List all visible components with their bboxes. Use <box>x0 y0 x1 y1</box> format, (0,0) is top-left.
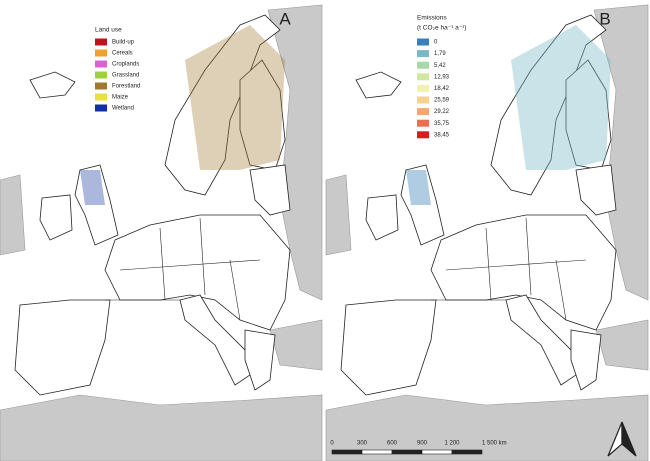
legend-label: 38,45 <box>434 132 450 138</box>
panel-a <box>0 0 323 461</box>
panel-b <box>325 0 649 461</box>
panel-label: A <box>279 9 291 28</box>
scale-segment <box>421 449 453 455</box>
legend-swatch <box>95 60 107 68</box>
legend-swatch <box>95 104 107 112</box>
legend-swatch <box>95 38 107 46</box>
legend-title: Land use <box>95 27 122 34</box>
scale-label: 900 <box>417 441 428 447</box>
legend-swatch <box>417 119 429 127</box>
legend-swatch <box>417 61 429 69</box>
legend-swatch <box>417 96 429 104</box>
legend-label: 29,22 <box>434 109 450 115</box>
legend-label: Cereals <box>112 51 133 57</box>
legend-label: Forestland <box>112 84 140 90</box>
legend-label: Grassland <box>112 73 139 79</box>
legend-swatch <box>95 49 107 57</box>
scale-label: 0 <box>330 441 334 447</box>
legend-swatch <box>417 38 429 46</box>
legend-label: Wetland <box>112 106 134 112</box>
legend-label: Maize <box>112 95 129 101</box>
legend-label: 35,75 <box>434 121 450 127</box>
scale-segment <box>331 449 363 455</box>
scale-label: 1 500 km <box>482 441 507 447</box>
legend-label: Build-up <box>112 40 135 46</box>
legend: Land use Build-up Cereals Croplands Grasslan… <box>95 27 140 112</box>
legend-swatch <box>417 131 429 139</box>
legend-swatch <box>95 71 107 79</box>
legend-label: 25,59 <box>434 98 450 104</box>
scale-segment <box>391 449 423 455</box>
scale-segment <box>451 449 483 455</box>
legend-swatch <box>417 73 429 81</box>
legend-label: 5,42 <box>434 63 446 69</box>
legend-label: Croplands <box>112 62 139 68</box>
legend-swatch <box>95 93 107 101</box>
scale-label: 1 200 <box>444 441 460 447</box>
legend-label: 1,79 <box>434 51 446 57</box>
legend-label: 0 <box>434 40 438 46</box>
scale-label: 300 <box>357 441 368 447</box>
legend: Emissions (t CO₂e ha⁻¹ a⁻¹) 0 1,79 5,42 12,93… <box>417 15 466 139</box>
legend-label: 18,42 <box>434 86 450 92</box>
north-arrow <box>607 421 637 457</box>
scale-label: 600 <box>387 441 398 447</box>
legend-swatch <box>417 84 429 92</box>
legend-swatch <box>95 82 107 90</box>
legend-swatch <box>417 108 429 116</box>
scale-segment <box>361 449 393 455</box>
legend-swatch <box>417 50 429 58</box>
scale-bar: 0 300 600 900 1 200 1 500 km <box>330 441 507 455</box>
legend-title: Emissions <box>417 15 447 22</box>
panel-label: B <box>599 9 610 28</box>
legend-label: 12,93 <box>434 74 450 80</box>
legend-subtitle: (t CO₂e ha⁻¹ a⁻¹) <box>417 25 466 32</box>
